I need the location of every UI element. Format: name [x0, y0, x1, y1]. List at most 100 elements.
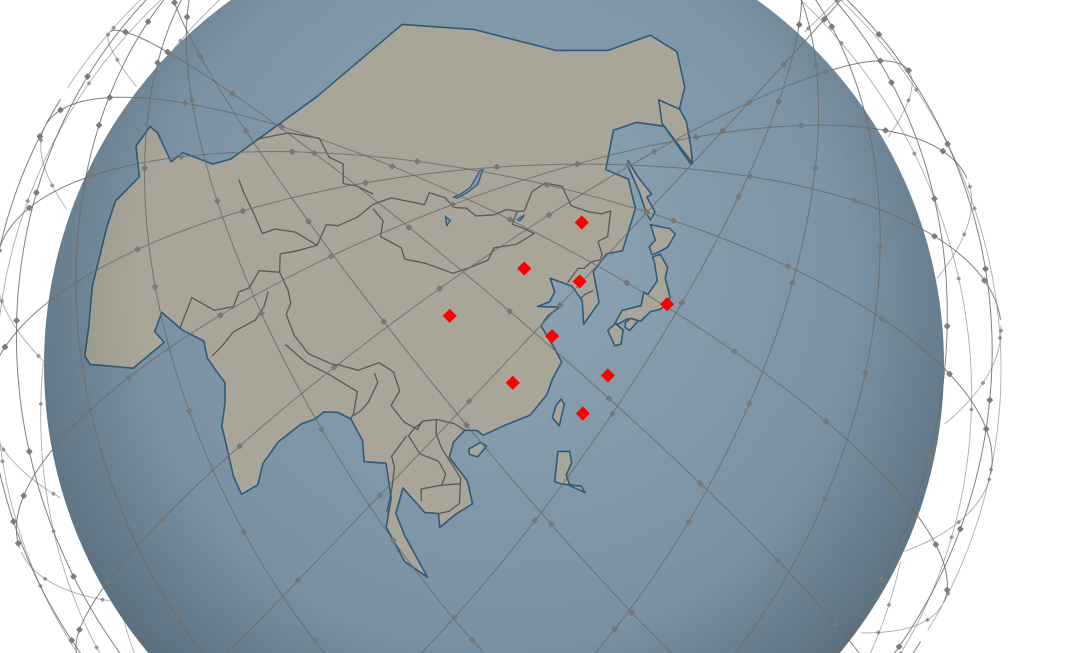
- satellite-marker[interactable]: [946, 370, 953, 378]
- satellite-marker[interactable]: [311, 638, 319, 645]
- satellite-marker[interactable]: [25, 198, 30, 204]
- satellite-marker[interactable]: [51, 491, 56, 496]
- satellite-marker[interactable]: [468, 636, 476, 644]
- satellite-marker[interactable]: [13, 317, 20, 324]
- satellite-marker[interactable]: [998, 328, 1004, 333]
- satellite-marker[interactable]: [906, 98, 911, 103]
- satellite-marker[interactable]: [242, 127, 250, 134]
- satellite-marker[interactable]: [834, 0, 840, 3]
- satellite-marker[interactable]: [878, 315, 885, 322]
- satellite-marker[interactable]: [746, 400, 753, 407]
- satellite-marker[interactable]: [36, 133, 43, 140]
- satellite-marker[interactable]: [178, 153, 185, 160]
- satellite-marker[interactable]: [50, 183, 55, 188]
- satellite-marker[interactable]: [780, 61, 787, 68]
- satellite-marker[interactable]: [925, 617, 930, 623]
- satellite-marker[interactable]: [875, 31, 883, 38]
- satellite-marker[interactable]: [988, 467, 994, 472]
- satellite-marker[interactable]: [463, 421, 470, 429]
- highlighted-satellite-marker[interactable]: [660, 297, 675, 312]
- satellite-marker[interactable]: [226, 647, 234, 653]
- satellite-marker[interactable]: [862, 370, 869, 377]
- satellite-marker[interactable]: [1, 343, 9, 351]
- satellite-marker[interactable]: [943, 586, 951, 594]
- satellite-marker[interactable]: [822, 418, 829, 425]
- highlighted-satellite-marker[interactable]: [505, 375, 520, 390]
- satellite-marker[interactable]: [42, 576, 48, 581]
- satellite-marker[interactable]: [331, 364, 338, 371]
- satellite-marker[interactable]: [981, 277, 988, 284]
- satellite-marker[interactable]: [931, 195, 938, 202]
- satellite-marker[interactable]: [980, 380, 986, 386]
- satellite-marker[interactable]: [821, 495, 829, 502]
- satellite-marker[interactable]: [38, 583, 43, 589]
- satellite-marker[interactable]: [678, 299, 686, 307]
- satellite-marker[interactable]: [745, 99, 752, 106]
- satellite-marker[interactable]: [609, 410, 616, 417]
- satellite-marker[interactable]: [183, 13, 191, 21]
- satellite-marker[interactable]: [380, 318, 387, 325]
- satellite-marker[interactable]: [362, 179, 369, 186]
- satellite-marker[interactable]: [33, 189, 40, 196]
- satellite-marker[interactable]: [80, 369, 87, 377]
- satellite-marker[interactable]: [84, 73, 91, 80]
- satellite-marker[interactable]: [806, 26, 811, 31]
- satellite-marker[interactable]: [236, 442, 243, 450]
- satellite-marker[interactable]: [289, 148, 296, 155]
- satellite-marker[interactable]: [876, 243, 884, 251]
- satellite-marker[interactable]: [796, 21, 803, 28]
- satellite-marker[interactable]: [543, 181, 551, 189]
- satellite-marker[interactable]: [962, 232, 967, 237]
- satellite-marker[interactable]: [449, 201, 456, 208]
- satellite-marker[interactable]: [94, 645, 99, 650]
- highlighted-satellite-marker[interactable]: [545, 329, 560, 344]
- satellite-marker[interactable]: [164, 48, 171, 56]
- satellite-marker[interactable]: [20, 492, 27, 499]
- satellite-marker[interactable]: [983, 425, 990, 433]
- satellite-marker[interactable]: [623, 279, 630, 286]
- satellite-marker[interactable]: [926, 453, 933, 460]
- satellite-marker[interactable]: [125, 374, 132, 381]
- satellite-marker[interactable]: [898, 651, 903, 653]
- satellite-marker[interactable]: [997, 335, 1003, 341]
- satellite-marker[interactable]: [95, 122, 103, 129]
- satellite-marker[interactable]: [115, 57, 120, 62]
- satellite-marker[interactable]: [0, 459, 5, 464]
- satellite-marker[interactable]: [719, 127, 727, 134]
- satellite-marker[interactable]: [144, 18, 152, 25]
- satellite-marker[interactable]: [185, 407, 193, 414]
- satellite-marker[interactable]: [506, 216, 514, 223]
- satellite-marker[interactable]: [774, 557, 781, 564]
- satellite-marker[interactable]: [141, 164, 148, 172]
- satellite-marker[interactable]: [88, 172, 95, 180]
- satellite-marker[interactable]: [651, 148, 658, 155]
- satellite-marker[interactable]: [240, 528, 247, 535]
- satellite-marker[interactable]: [828, 23, 835, 30]
- satellite-marker[interactable]: [944, 140, 951, 148]
- satellite-marker[interactable]: [405, 224, 413, 231]
- satellite-marker[interactable]: [939, 148, 947, 155]
- satellite-marker[interactable]: [197, 52, 204, 60]
- satellite-marker[interactable]: [57, 106, 64, 114]
- satellite-marker[interactable]: [0, 257, 1, 264]
- satellite-marker[interactable]: [789, 279, 796, 287]
- highlighted-satellite-marker[interactable]: [574, 215, 589, 230]
- satellite-marker[interactable]: [10, 518, 17, 525]
- satellite-marker[interactable]: [545, 211, 552, 219]
- highlighted-satellite-marker[interactable]: [517, 261, 532, 276]
- satellite-marker[interactable]: [731, 348, 738, 355]
- satellite-marker[interactable]: [986, 396, 993, 404]
- satellite-marker[interactable]: [0, 247, 2, 254]
- satellite-marker[interactable]: [38, 137, 44, 143]
- satellite-marker[interactable]: [967, 184, 972, 189]
- satellite-marker[interactable]: [100, 597, 105, 602]
- satellite-marker[interactable]: [134, 246, 141, 253]
- satellite-marker[interactable]: [51, 529, 56, 534]
- satellite-marker[interactable]: [26, 204, 33, 212]
- satellite-marker[interactable]: [26, 448, 33, 455]
- satellite-marker[interactable]: [105, 32, 111, 37]
- satellite-marker[interactable]: [1, 447, 6, 452]
- satellite-marker[interactable]: [693, 133, 700, 141]
- satellite-marker[interactable]: [114, 497, 121, 504]
- highlighted-satellite-marker[interactable]: [575, 406, 590, 421]
